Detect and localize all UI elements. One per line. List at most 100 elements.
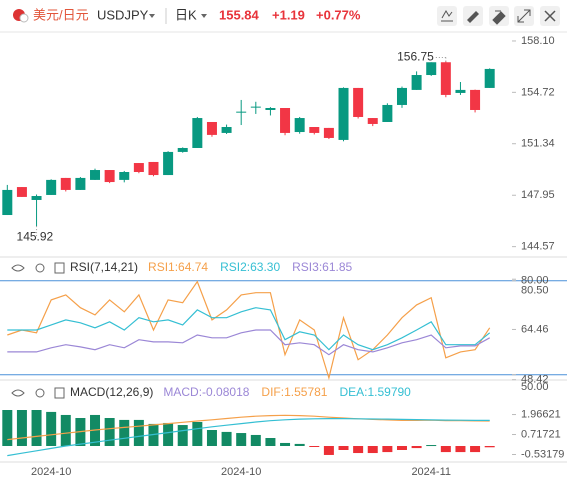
high-marker: 156.75 xyxy=(397,50,434,64)
tool-icon xyxy=(441,10,453,22)
macd-bar xyxy=(163,422,174,446)
legend-entry: RSI1:64.74 xyxy=(148,260,208,274)
y-tick-label: 64.46 xyxy=(521,323,549,335)
candle-body xyxy=(470,89,481,110)
candle-body xyxy=(163,151,174,176)
box-icon[interactable] xyxy=(54,262,65,274)
y-tick-label: 147.95 xyxy=(521,189,555,201)
macd-bar xyxy=(133,419,144,446)
macd-bar xyxy=(426,445,437,447)
macd-bar xyxy=(2,410,13,446)
period[interactable]: 日K xyxy=(175,7,197,22)
candle-body xyxy=(90,170,101,180)
macd-bar xyxy=(46,411,57,446)
candle-body xyxy=(455,89,466,93)
y-tick-label: 154.72 xyxy=(521,86,555,98)
indicator-title: RSI(7,14,21) xyxy=(70,260,138,274)
tool-icon xyxy=(544,10,556,22)
y-tick-label: 144.57 xyxy=(521,241,555,253)
macd-bar xyxy=(221,431,232,446)
indicator-line xyxy=(7,329,490,356)
x-tick-label: 2024-11 xyxy=(411,466,451,478)
macd-bar xyxy=(31,410,42,446)
candle-body xyxy=(280,108,291,133)
macd-bar xyxy=(440,446,451,453)
candle-body xyxy=(236,111,247,113)
y-tick-label: 80.00 xyxy=(521,275,549,287)
legend-entry: MACD:-0.08018 xyxy=(163,385,249,399)
macd-bar xyxy=(294,443,305,446)
candle-body xyxy=(46,179,57,195)
y-tick-label: 151.34 xyxy=(521,138,555,150)
candle-body xyxy=(192,118,203,148)
macd-bar xyxy=(382,446,393,453)
gear-icon[interactable] xyxy=(35,388,45,398)
macd-bar xyxy=(192,422,203,446)
macd-bar xyxy=(367,446,378,454)
y-tick-label: 1.96621 xyxy=(521,408,561,420)
change: +1.19 xyxy=(272,7,305,22)
symbol[interactable]: USDJPY xyxy=(97,7,149,22)
y-tick-label: 50.00 xyxy=(521,381,549,393)
macd-bar xyxy=(353,446,364,454)
macd-bar xyxy=(338,446,349,450)
pair-name[interactable]: 美元/日元 xyxy=(33,7,89,22)
candle-body xyxy=(177,147,188,152)
macd-bar xyxy=(250,434,261,446)
macd-bar xyxy=(280,442,291,446)
toolbar xyxy=(437,6,560,26)
candle-body xyxy=(440,62,451,95)
tool-icon xyxy=(467,11,479,23)
candle-body xyxy=(396,87,407,105)
dropdown-arrow[interactable] xyxy=(149,14,155,18)
candle-body xyxy=(411,75,422,90)
macd-bar xyxy=(323,446,334,455)
candle-body xyxy=(2,189,13,216)
macd-bar xyxy=(265,438,276,446)
macd-bar xyxy=(16,410,27,446)
price: 155.84 xyxy=(219,7,260,22)
macd-bar xyxy=(396,446,407,450)
box-icon[interactable] xyxy=(54,387,65,399)
macd-bar xyxy=(104,418,115,446)
candle-body xyxy=(367,118,378,124)
candle-body xyxy=(148,161,159,176)
candle-body xyxy=(309,127,320,133)
eye-icon[interactable] xyxy=(11,264,25,272)
candle-body xyxy=(104,170,115,183)
candle-body xyxy=(60,177,71,190)
y-tick-label: -0.53179 xyxy=(521,448,564,460)
macd-header-icons xyxy=(11,387,65,399)
low-marker: 145.92 xyxy=(17,229,54,243)
tool-button[interactable] xyxy=(437,6,457,26)
y-tick-label: 158.10 xyxy=(521,35,555,47)
gear-icon[interactable] xyxy=(35,263,45,273)
macd-bar xyxy=(60,414,71,446)
eye-icon[interactable] xyxy=(11,389,25,397)
rsi-header-icons xyxy=(11,262,65,274)
macd-bar xyxy=(206,430,217,446)
macd-bar xyxy=(411,446,422,449)
x-tick-label: 2024-10 xyxy=(221,466,261,478)
candle-body xyxy=(119,172,130,180)
header: 美元/日元 USDJPY 日K 155.84 +1.19 +0.77% xyxy=(13,6,560,26)
candle-body xyxy=(294,118,305,133)
candle-body xyxy=(338,87,349,140)
candle-body xyxy=(221,127,232,133)
candle-body xyxy=(323,127,334,138)
dropdown-arrow[interactable] xyxy=(201,14,207,18)
candle-body xyxy=(75,177,86,190)
candle-body xyxy=(484,68,495,88)
indicator-line xyxy=(7,414,490,441)
candle-body xyxy=(353,87,364,117)
legend-entry: RSI3:61.85 xyxy=(292,260,352,274)
macd-bar xyxy=(455,446,466,453)
legend-entry: DEA:1.59790 xyxy=(339,385,411,399)
legend-entry: RSI2:63.30 xyxy=(220,260,280,274)
indicator-line xyxy=(7,307,491,351)
indicator-line xyxy=(7,418,490,457)
y-tick-label: 0.71721 xyxy=(521,428,561,440)
macd-bar xyxy=(470,446,481,453)
macd-bar xyxy=(484,446,495,448)
